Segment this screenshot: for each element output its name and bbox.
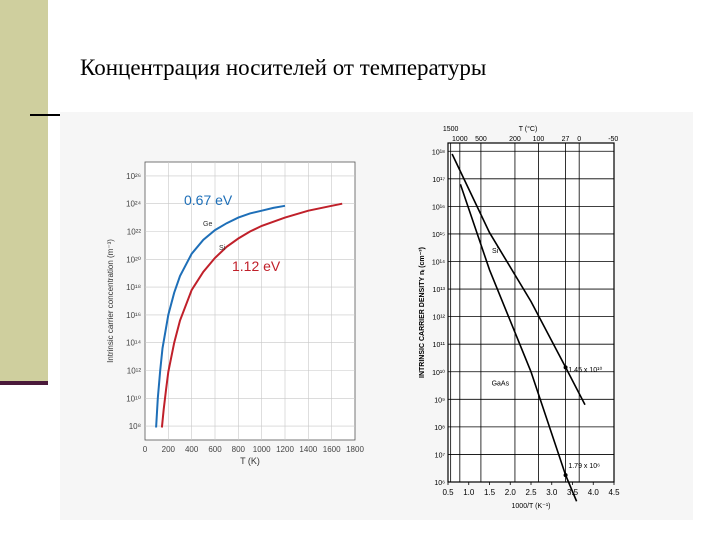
top-tick-label: 27 bbox=[562, 136, 570, 143]
y-tick-label: 10¹⁶ bbox=[432, 204, 445, 211]
x-tick-label: 1600 bbox=[323, 445, 341, 454]
y-tick-label: 10¹⁸ bbox=[432, 149, 445, 156]
y-tick-label: 10⁹ bbox=[434, 397, 445, 404]
x-tick-label: 3.0 bbox=[546, 488, 558, 497]
y-tick-label: 10¹⁸ bbox=[126, 283, 141, 292]
y-tick-label: 10¹² bbox=[433, 315, 446, 322]
top-tick-label: 0 bbox=[577, 136, 581, 143]
series-line-ge bbox=[155, 204, 286, 428]
series-line-si bbox=[160, 202, 343, 428]
y-tick-label: 10⁷ bbox=[435, 452, 446, 459]
series-name-gaas: GaAs bbox=[492, 381, 510, 388]
y-tick-label: 10¹⁰ bbox=[432, 369, 445, 377]
x-tick-label: 1800 bbox=[346, 445, 364, 454]
series-line-gaas bbox=[459, 184, 578, 502]
x-axis-label: 1000/T (K⁻¹) bbox=[512, 503, 551, 510]
y-tick-label: 10¹⁶ bbox=[126, 311, 141, 320]
x-tick-label: 0 bbox=[143, 445, 148, 454]
y-axis-label: INTRINSIC CARRIER DENSITY nᵢ (cm⁻³) bbox=[419, 247, 426, 378]
x-tick-label: 0.5 bbox=[442, 488, 454, 497]
annotation-si-ni: 1.45 x 10¹⁰ bbox=[568, 366, 602, 374]
y-tick-label: 10²⁰ bbox=[126, 255, 141, 264]
y-tick-label: 10¹² bbox=[127, 367, 142, 376]
y-tick-label: 10¹³ bbox=[433, 287, 446, 294]
y-tick-label: 10⁶ bbox=[434, 480, 445, 487]
x-tick-label: 4.0 bbox=[588, 488, 600, 497]
y-axis-label: Intrinsic carrier concentration (m⁻³) bbox=[106, 239, 115, 363]
plot-area bbox=[447, 142, 615, 483]
ge-si-concentration-chart: 0 200 400 600 800 1000 1200 1400 1600 1800 10⁸ 10¹⁰… bbox=[106, 161, 364, 466]
top-tick-label: 200 bbox=[509, 136, 521, 143]
x-tick-label: 1000 bbox=[253, 445, 271, 454]
y-tick-label: 10¹⁷ bbox=[432, 177, 445, 184]
x-tick-label: 2.5 bbox=[525, 488, 537, 497]
x-tick-label: 200 bbox=[162, 445, 176, 454]
x-tick-label: 1200 bbox=[276, 445, 294, 454]
y-tick-label: 10²⁶ bbox=[126, 172, 141, 181]
sidebar-divider bbox=[0, 381, 48, 385]
y-tick-label: 10²⁴ bbox=[126, 200, 142, 209]
series-line-si bbox=[451, 153, 586, 406]
x-axis-label: T (K) bbox=[240, 456, 260, 466]
x-tick-label: 1.0 bbox=[463, 488, 475, 497]
x-tick-label: 1.5 bbox=[484, 488, 496, 497]
x-tick-label: 600 bbox=[208, 445, 222, 454]
y-tick-label: 10¹¹ bbox=[433, 342, 446, 349]
bandgap-label-ge: 0.67 eV bbox=[184, 192, 233, 208]
top-tick-label: 100 bbox=[533, 136, 545, 143]
top-tick-label: -50 bbox=[608, 136, 618, 143]
y-tick-label: 10²² bbox=[127, 228, 142, 237]
bandgap-label-si: 1.12 eV bbox=[232, 258, 281, 274]
y-tick-label: 10¹⁵ bbox=[432, 232, 445, 239]
top-tick-label: 500 bbox=[475, 136, 487, 143]
top-tick-label: 1000 bbox=[452, 136, 468, 143]
x-tick-label: 1400 bbox=[299, 445, 317, 454]
x-tick-label: 4.5 bbox=[608, 488, 620, 497]
slide-sidebar bbox=[0, 0, 48, 385]
x-tick-label: 2.0 bbox=[505, 488, 517, 497]
series-name-si: Si bbox=[492, 248, 499, 255]
y-tick-label: 10¹⁴ bbox=[432, 260, 445, 267]
y-tick-label: 10¹⁴ bbox=[126, 339, 142, 348]
y-tick-label: 10⁸ bbox=[129, 422, 141, 431]
slide-title: Концентрация носителей от температуры bbox=[80, 55, 487, 80]
title-divider bbox=[30, 114, 60, 116]
gaas-point-300k bbox=[563, 473, 568, 478]
series-name-si: Si bbox=[219, 245, 226, 252]
si-point-300k bbox=[563, 365, 568, 370]
top-tick-label: 1500 bbox=[443, 126, 459, 133]
top-axis-label: T (°C) bbox=[519, 125, 538, 133]
series-name-ge: Ge bbox=[203, 221, 212, 228]
x-tick-label: 800 bbox=[232, 445, 246, 454]
annotation-gaas-ni: 1.79 x 10⁶ bbox=[568, 463, 600, 470]
si-gaas-density-chart: 10¹⁸ 10¹⁷ 10¹⁶ 10¹⁵ 10¹⁴ 10¹³ 10¹² 10¹¹ 10¹⁰ 10⁹ 1… bbox=[419, 125, 620, 510]
y-tick-label: 10⁸ bbox=[434, 425, 445, 432]
x-tick-label: 400 bbox=[185, 445, 199, 454]
y-tick-label: 10¹⁰ bbox=[126, 394, 141, 403]
